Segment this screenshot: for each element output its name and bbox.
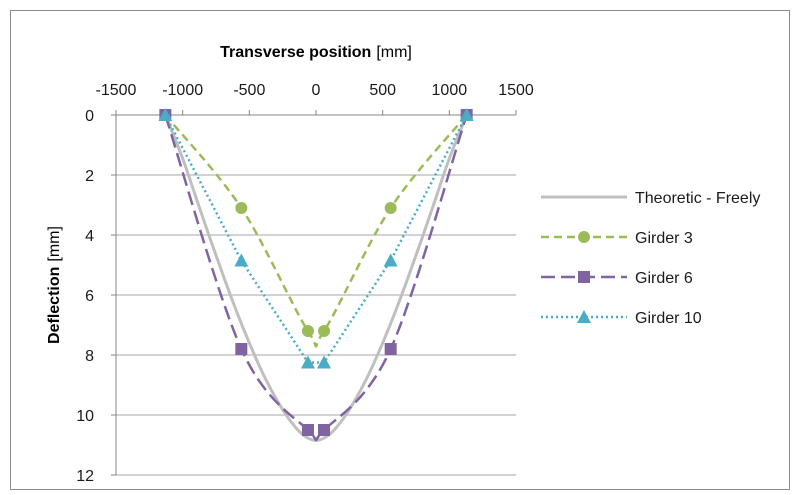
series-line bbox=[163, 114, 469, 443]
data-point-triangle bbox=[459, 108, 474, 121]
plot-area bbox=[158, 108, 474, 443]
data-point-circle bbox=[578, 231, 590, 243]
data-point-triangle bbox=[577, 310, 591, 323]
legend-item: Girder 6 bbox=[541, 270, 693, 287]
y-axis-title: Deflection [mm] bbox=[46, 226, 63, 344]
y-axis-title-text: Deflection bbox=[46, 267, 63, 344]
x-tick-label: -500 bbox=[233, 82, 265, 99]
data-point-circle bbox=[302, 325, 314, 337]
gridlines bbox=[116, 174, 516, 476]
data-point-triangle bbox=[158, 108, 173, 121]
data-point-square bbox=[384, 343, 397, 355]
legend-label: Girder 3 bbox=[635, 230, 693, 247]
series-line bbox=[164, 114, 468, 348]
legend-item: Theoretic - Freely bbox=[541, 190, 760, 207]
y-tick-label: 2 bbox=[85, 168, 94, 185]
data-point-square bbox=[318, 424, 330, 436]
series-theoretic-freely bbox=[163, 114, 469, 443]
y-tick-label: 0 bbox=[85, 108, 94, 125]
y-tick-label: 8 bbox=[85, 348, 94, 365]
y-tick-label: 4 bbox=[85, 228, 94, 245]
x-axis-title-text: Transverse position bbox=[220, 44, 371, 61]
legend-label: Theoretic - Freely bbox=[635, 190, 760, 207]
x-axis-unit: [mm] bbox=[376, 44, 412, 61]
legend-label: Girder 10 bbox=[635, 310, 702, 327]
y-tick-label: 10 bbox=[76, 408, 94, 425]
x-tick-label: 500 bbox=[369, 82, 396, 99]
data-point-triangle bbox=[317, 355, 331, 369]
data-point-circle bbox=[384, 202, 397, 214]
y-tick-label: 6 bbox=[85, 288, 94, 305]
data-point-triangle bbox=[234, 253, 249, 267]
series-line bbox=[164, 114, 468, 364]
data-point-circle bbox=[235, 202, 248, 214]
legend: Theoretic - Freely Girder 3 Girder 6 Girder… bbox=[541, 190, 760, 327]
data-point-square bbox=[235, 343, 248, 355]
data-point-circle bbox=[318, 325, 330, 337]
series-girder-10 bbox=[158, 108, 474, 369]
data-point-square bbox=[578, 271, 590, 283]
legend-label: Girder 6 bbox=[635, 270, 693, 287]
data-point-triangle bbox=[383, 253, 398, 267]
x-tick-label: 0 bbox=[312, 82, 321, 99]
x-tick-label: 1000 bbox=[432, 82, 468, 99]
axes bbox=[111, 110, 517, 476]
legend-item: Girder 3 bbox=[541, 230, 693, 247]
deflection-chart: -1500 -1000 -500 0 500 1000 1500 0 2 4 6 8 10 12 Tra… bbox=[46, 44, 760, 485]
x-tick-label: -1000 bbox=[162, 82, 203, 99]
y-tick-labels: 0 2 4 6 8 10 12 bbox=[76, 108, 94, 485]
x-tick-labels: -1500 -1000 -500 0 500 1000 1500 bbox=[96, 82, 534, 99]
x-tick-label: 1500 bbox=[498, 82, 534, 99]
legend-item: Girder 10 bbox=[541, 310, 702, 327]
y-axis-unit: [mm] bbox=[46, 226, 63, 262]
x-tick-label: -1500 bbox=[96, 82, 137, 99]
data-point-square bbox=[302, 424, 314, 436]
y-tick-label: 12 bbox=[76, 468, 94, 485]
x-axis-title: Transverse position [mm] bbox=[220, 44, 412, 61]
chart-frame: -1500 -1000 -500 0 500 1000 1500 0 2 4 6 8 10 12 Tra… bbox=[10, 10, 790, 490]
data-point-triangle bbox=[301, 355, 315, 369]
series-line bbox=[164, 114, 468, 442]
series-girder-6 bbox=[159, 109, 473, 442]
